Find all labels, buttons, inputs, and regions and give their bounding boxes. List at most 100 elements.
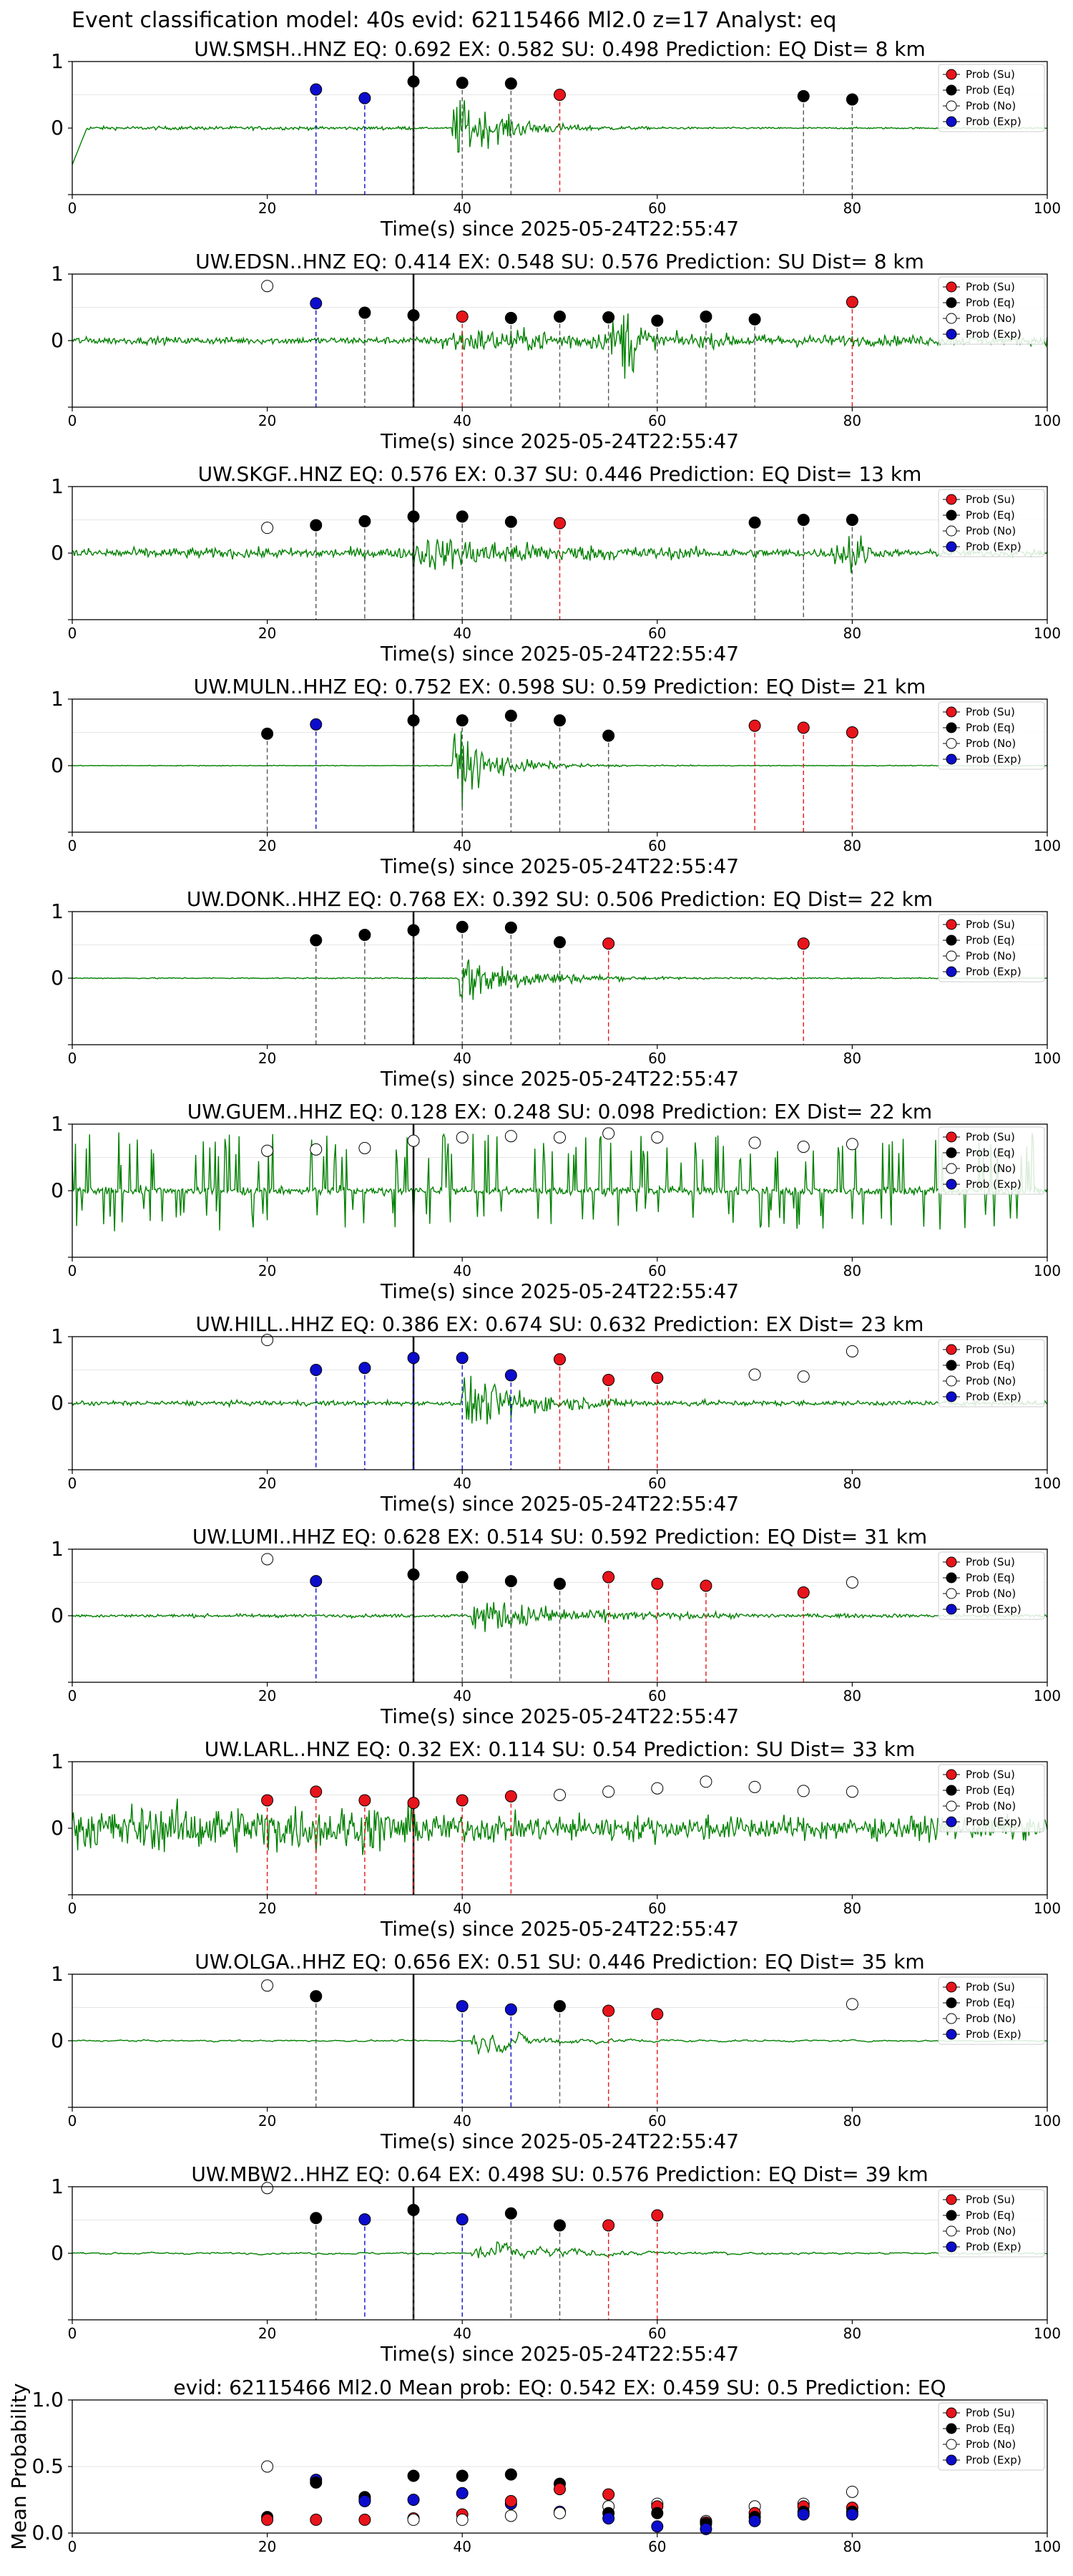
panel-6-ytick-label-2: 1 <box>51 1324 64 1348</box>
panel-8-point-no-10 <box>748 1780 761 1793</box>
panel-2-xtick-label-5: 100 <box>1034 625 1061 642</box>
panel-3-point-exp-1 <box>310 718 323 731</box>
figure-title: Event classification model: 40s evid: 62… <box>72 8 837 33</box>
panel-9-point-su-5 <box>602 2004 615 2017</box>
panel-2-xtick-label-2: 40 <box>453 625 471 642</box>
panel-10-legend-label-exp: Prob (Exp) <box>966 2240 1021 2253</box>
panel-8-xtick-label-2: 40 <box>453 1900 471 1917</box>
panel-mean-point-exp-8 <box>358 2494 371 2507</box>
panel-1-xtick-label-0: 0 <box>68 412 77 429</box>
panel-5-point-no-0 <box>261 1144 274 1157</box>
panel-8-point-no-7 <box>602 1785 615 1798</box>
panel-mean-point-su-26 <box>602 2488 615 2501</box>
panel-6-legend-label-no: Prob (No) <box>966 1375 1016 1387</box>
panel-9-xtick-label-5: 100 <box>1034 2112 1061 2129</box>
panel-3-point-su-9 <box>846 726 858 738</box>
panel-2-legend-marker-no <box>946 525 957 537</box>
panel-mean-point-exp-49 <box>846 2508 858 2521</box>
panel-6-legend-marker-eq <box>946 1360 957 1371</box>
panel-1-legend-label-eq: Prob (Eq) <box>966 296 1015 309</box>
panel-2-title: UW.SKGF..HNZ EQ: 0.576 EX: 0.37 SU: 0.44… <box>198 462 922 486</box>
panel-7-xtick-label-3: 60 <box>648 1687 666 1704</box>
panel-4-ytick-label-2: 1 <box>51 899 64 923</box>
panel-mean-point-su-20 <box>504 2494 517 2507</box>
panel-6-xtick-label-1: 20 <box>258 1475 276 1492</box>
panel-9-point-su-6 <box>651 2008 664 2021</box>
panel-mean-xtick-label-2: 40 <box>453 2538 471 2555</box>
panel-8-title: UW.LARL..HNZ EQ: 0.32 EX: 0.114 SU: 0.54… <box>205 1737 916 1761</box>
panel-3-point-eq-4 <box>504 709 517 722</box>
panel-mean-point-exp-11 <box>407 2494 420 2506</box>
panel-4-legend-marker-eq <box>946 935 957 946</box>
panel-10-ytick-label-2: 1 <box>51 2175 64 2198</box>
panel-7-point-su-8 <box>700 1579 712 1592</box>
panel-mean-legend-label-exp: Prob (Exp) <box>966 2454 1021 2467</box>
panel-0-xtick-label-0: 0 <box>68 200 77 217</box>
panel-4-point-eq-3 <box>456 920 469 933</box>
panel-1: UW.EDSN..HNZ EQ: 0.414 EX: 0.548 SU: 0.5… <box>51 250 1061 453</box>
panel-10-point-no-0 <box>261 2182 274 2195</box>
panel-10-xtick-label-5: 100 <box>1034 2325 1061 2342</box>
panel-4-legend-marker-exp <box>946 966 957 977</box>
panel-mean-legend-box <box>938 2402 1045 2471</box>
panel-mean-point-exp-33 <box>651 2520 664 2533</box>
panel-0-point-exp-1 <box>358 92 371 104</box>
panel-8-xtick-label-5: 100 <box>1034 1900 1061 1917</box>
panel-7-xtick-label-0: 0 <box>68 1687 77 1704</box>
panel-5-ytick-label-1: 0 <box>51 1179 64 1202</box>
panel-8-point-no-11 <box>797 1785 810 1797</box>
panel-6-point-exp-3 <box>407 1352 420 1365</box>
panel-mean-xtick-label-0: 0 <box>68 2538 77 2555</box>
panel-5-xlabel: Time(s) since 2025-05-24T22:55:47 <box>380 1279 739 1303</box>
panel-7-point-no-10 <box>846 1576 858 1589</box>
panel-7-point-eq-3 <box>456 1571 469 1584</box>
panel-8-legend-label-no: Prob (No) <box>966 1800 1016 1813</box>
panel-4-xtick-label-0: 0 <box>68 1050 77 1067</box>
panel-9-legend-box <box>938 1976 1045 2045</box>
panel-1-point-eq-2 <box>358 306 371 319</box>
panel-9-ytick-label-2: 1 <box>51 1962 64 1986</box>
panel-4-legend-marker-su <box>946 919 957 930</box>
panel-1-legend-label-su: Prob (Su) <box>966 280 1015 293</box>
panel-4-xtick-label-4: 80 <box>843 1050 861 1067</box>
panel-2-point-eq-5 <box>504 515 517 528</box>
panel-2-xtick-label-3: 60 <box>648 625 666 642</box>
panel-9-legend-label-no: Prob (No) <box>966 2012 1016 2025</box>
panel-mean-point-eq-10 <box>407 2469 420 2482</box>
panel-7-legend-label-su: Prob (Su) <box>966 1556 1015 1568</box>
panel-4-point-eq-2 <box>407 924 420 937</box>
panel-mean-point-su-2 <box>261 2513 274 2526</box>
panel-10-legend-label-su: Prob (Su) <box>966 2193 1015 2206</box>
panel-6-legend-marker-su <box>946 1344 957 1355</box>
panel-5-legend-marker-eq <box>946 1147 957 1158</box>
panel-1-ytick-label-2: 1 <box>51 262 64 286</box>
panel-8-legend-marker-su <box>946 1769 957 1780</box>
panel-mean-xtick-label-4: 80 <box>843 2538 861 2555</box>
panel-2-point-no-0 <box>261 522 274 535</box>
panel-3-title: UW.MULN..HHZ EQ: 0.752 EX: 0.598 SU: 0.5… <box>194 675 926 698</box>
panel-10-point-eq-6 <box>554 2219 566 2232</box>
panel-9-legend-label-eq: Prob (Eq) <box>966 1996 1015 2009</box>
panel-3-legend-box <box>938 701 1045 770</box>
panel-5-xtick-label-1: 20 <box>258 1262 276 1279</box>
panel-1-xlabel: Time(s) since 2025-05-24T22:55:47 <box>380 429 739 453</box>
panel-1-xtick-label-1: 20 <box>258 412 276 429</box>
panel-mean-point-no-0 <box>261 2460 274 2473</box>
panel-5-point-no-7 <box>602 1127 615 1140</box>
panel-7-ytick-label-2: 1 <box>51 1537 64 1561</box>
panel-0-point-su-5 <box>554 89 566 101</box>
panel-3-point-eq-5 <box>554 714 566 727</box>
panel-3-point-eq-3 <box>456 714 469 727</box>
panel-3-point-eq-0 <box>261 727 274 740</box>
panel-10-xtick-label-4: 80 <box>843 2325 861 2342</box>
panel-2-legend-label-exp: Prob (Exp) <box>966 540 1021 553</box>
panel-0-xlabel: Time(s) since 2025-05-24T22:55:47 <box>380 217 739 240</box>
panel-1-title: UW.EDSN..HNZ EQ: 0.414 EX: 0.548 SU: 0.5… <box>195 250 924 273</box>
panel-mean-legend-marker-no <box>946 2439 957 2450</box>
panel-4-point-eq-4 <box>504 921 517 934</box>
panel-5-legend-label-no: Prob (No) <box>966 1162 1016 1175</box>
panel-4-point-eq-5 <box>554 936 566 949</box>
panel-2-point-eq-9 <box>846 514 858 526</box>
panel-0-legend-marker-eq <box>946 84 957 96</box>
panel-mean-ytick-label-1: 0.5 <box>31 2454 64 2478</box>
